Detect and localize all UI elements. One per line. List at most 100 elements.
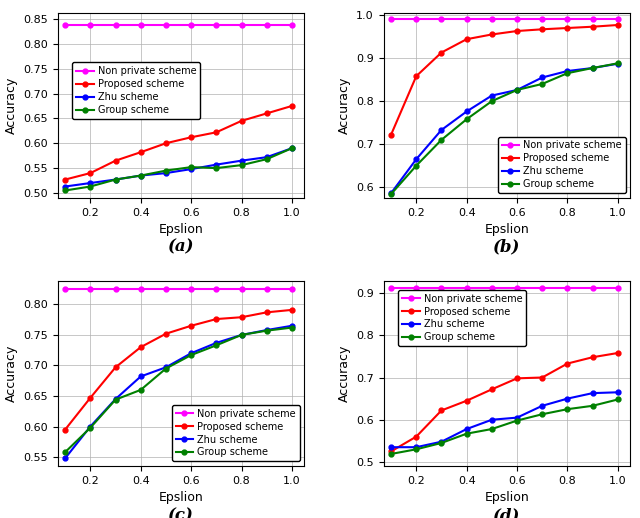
Legend: Non private scheme, Proposed scheme, Zhu scheme, Group scheme: Non private scheme, Proposed scheme, Zhu… bbox=[498, 137, 625, 193]
Proposed scheme bbox=[488, 32, 495, 38]
Proposed scheme bbox=[288, 103, 296, 109]
Non private scheme bbox=[86, 22, 94, 28]
Line: Group scheme: Group scheme bbox=[388, 397, 620, 456]
Zhu scheme bbox=[387, 190, 395, 196]
Group scheme bbox=[488, 426, 495, 432]
Line: Non private scheme: Non private scheme bbox=[388, 17, 620, 22]
Proposed scheme bbox=[86, 170, 94, 176]
Zhu scheme bbox=[589, 65, 596, 71]
Proposed scheme bbox=[438, 49, 445, 55]
Group scheme bbox=[387, 451, 395, 457]
Line: Proposed scheme: Proposed scheme bbox=[388, 351, 620, 454]
Non private scheme bbox=[614, 284, 621, 291]
Non private scheme bbox=[86, 285, 94, 292]
Non private scheme bbox=[162, 22, 170, 28]
Group scheme bbox=[61, 449, 69, 455]
Group scheme bbox=[212, 342, 220, 349]
Non private scheme bbox=[538, 16, 546, 22]
Non private scheme bbox=[412, 16, 420, 22]
Zhu scheme bbox=[463, 426, 470, 432]
Zhu scheme bbox=[263, 154, 271, 160]
Proposed scheme bbox=[463, 398, 470, 404]
Group scheme bbox=[513, 87, 521, 93]
Line: Zhu scheme: Zhu scheme bbox=[388, 390, 620, 450]
Non private scheme bbox=[112, 285, 120, 292]
Group scheme bbox=[188, 352, 195, 358]
Zhu scheme bbox=[137, 172, 145, 179]
Zhu scheme bbox=[387, 444, 395, 450]
Zhu scheme bbox=[412, 156, 420, 162]
Proposed scheme bbox=[137, 149, 145, 155]
Proposed scheme bbox=[137, 344, 145, 350]
Group scheme bbox=[61, 188, 69, 194]
Zhu scheme bbox=[614, 389, 621, 395]
Proposed scheme bbox=[412, 434, 420, 440]
Group scheme bbox=[86, 183, 94, 190]
Zhu scheme bbox=[237, 157, 245, 164]
Non private scheme bbox=[162, 285, 170, 292]
Proposed scheme bbox=[614, 350, 621, 356]
Group scheme bbox=[513, 418, 521, 424]
Proposed scheme bbox=[614, 22, 621, 28]
Zhu scheme bbox=[86, 423, 94, 429]
Text: (a): (a) bbox=[168, 239, 195, 256]
X-axis label: Epslion: Epslion bbox=[159, 492, 204, 505]
Proposed scheme bbox=[488, 386, 495, 393]
Zhu scheme bbox=[61, 183, 69, 190]
Zhu scheme bbox=[112, 177, 120, 183]
Line: Zhu scheme: Zhu scheme bbox=[388, 61, 620, 196]
Group scheme bbox=[188, 164, 195, 170]
Zhu scheme bbox=[162, 170, 170, 176]
Zhu scheme bbox=[188, 166, 195, 172]
Proposed scheme bbox=[463, 36, 470, 42]
Group scheme bbox=[86, 425, 94, 431]
Non private scheme bbox=[564, 16, 572, 22]
Non private scheme bbox=[438, 284, 445, 291]
Group scheme bbox=[263, 327, 271, 334]
Group scheme bbox=[237, 332, 245, 338]
Non private scheme bbox=[212, 22, 220, 28]
Proposed scheme bbox=[263, 110, 271, 117]
Non private scheme bbox=[188, 285, 195, 292]
Non private scheme bbox=[137, 285, 145, 292]
Proposed scheme bbox=[538, 375, 546, 381]
Proposed scheme bbox=[162, 330, 170, 337]
Non private scheme bbox=[137, 22, 145, 28]
Zhu scheme bbox=[438, 127, 445, 133]
Zhu scheme bbox=[188, 350, 195, 356]
Proposed scheme bbox=[589, 354, 596, 361]
Zhu scheme bbox=[86, 180, 94, 186]
Proposed scheme bbox=[237, 314, 245, 320]
Non private scheme bbox=[488, 284, 495, 291]
Non private scheme bbox=[112, 22, 120, 28]
Zhu scheme bbox=[564, 396, 572, 402]
Zhu scheme bbox=[212, 340, 220, 346]
Proposed scheme bbox=[513, 375, 521, 381]
Non private scheme bbox=[237, 22, 245, 28]
Non private scheme bbox=[237, 285, 245, 292]
Zhu scheme bbox=[137, 373, 145, 380]
Proposed scheme bbox=[112, 364, 120, 370]
Group scheme bbox=[538, 81, 546, 87]
Zhu scheme bbox=[513, 87, 521, 93]
Non private scheme bbox=[488, 16, 495, 22]
Group scheme bbox=[538, 411, 546, 418]
Line: Non private scheme: Non private scheme bbox=[388, 285, 620, 290]
Proposed scheme bbox=[61, 177, 69, 183]
Line: Proposed scheme: Proposed scheme bbox=[388, 23, 620, 137]
Proposed scheme bbox=[387, 132, 395, 138]
Zhu scheme bbox=[212, 162, 220, 168]
Non private scheme bbox=[614, 16, 621, 22]
Legend: Non private scheme, Proposed scheme, Zhu scheme, Group scheme: Non private scheme, Proposed scheme, Zhu… bbox=[172, 405, 300, 462]
Non private scheme bbox=[263, 22, 271, 28]
Proposed scheme bbox=[263, 309, 271, 315]
Non private scheme bbox=[188, 22, 195, 28]
Group scheme bbox=[288, 324, 296, 330]
Zhu scheme bbox=[564, 68, 572, 74]
Group scheme bbox=[614, 60, 621, 66]
Group scheme bbox=[412, 163, 420, 169]
Y-axis label: Accuracy: Accuracy bbox=[337, 77, 351, 134]
Proposed scheme bbox=[288, 307, 296, 313]
Zhu scheme bbox=[589, 390, 596, 396]
Line: Proposed scheme: Proposed scheme bbox=[63, 308, 294, 432]
